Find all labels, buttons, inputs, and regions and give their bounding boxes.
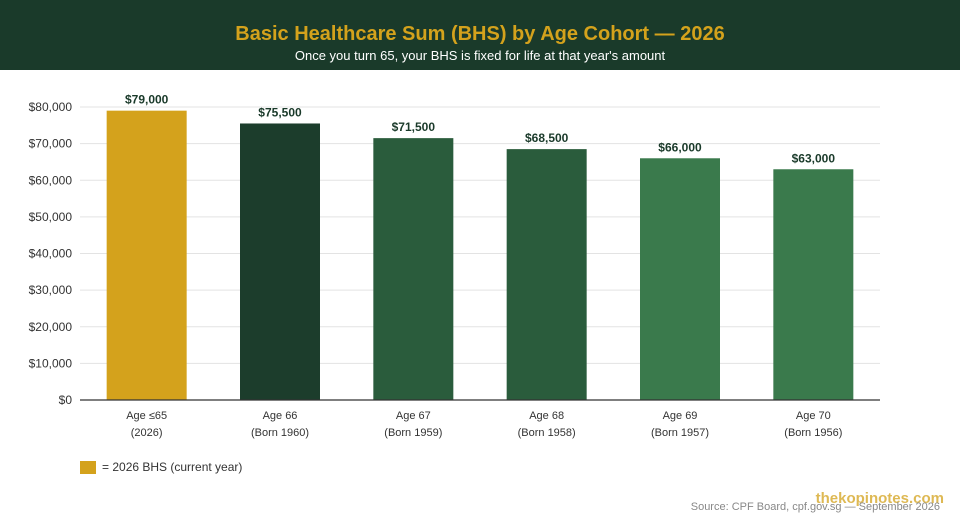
bar <box>373 138 454 400</box>
x-tick-label: Age 69 <box>663 410 698 422</box>
y-tick-label: $50,000 <box>29 210 73 224</box>
x-tick-label: (Born 1956) <box>784 427 842 439</box>
bar <box>106 110 187 400</box>
bar <box>240 123 320 400</box>
x-tick-label: Age 67 <box>396 410 431 422</box>
y-tick-label: $0 <box>59 393 73 407</box>
x-tick-label: (Born 1957) <box>651 427 709 439</box>
bar-value-label: $68,500 <box>525 131 569 145</box>
chart-header: Basic Healthcare Sum (BHS) by Age Cohort… <box>0 0 960 70</box>
bar-value-label: $75,500 <box>258 105 302 119</box>
y-axis-tick-labels: $0 $10,000 $20,000 $30,000 $40,000 $50,000 $60… <box>29 100 73 407</box>
chart-title: Basic Healthcare Sum (BHS) by Age Cohort… <box>235 23 725 45</box>
bar-value-label: $79,000 <box>125 93 169 107</box>
y-tick-label: $20,000 <box>29 320 73 334</box>
bar-chart: $0 $10,000 $20,000 $30,000 $40,000 $50,000 $60… <box>29 93 880 439</box>
y-tick-label: $80,000 <box>29 100 73 114</box>
bar <box>506 149 587 400</box>
legend: = 2026 BHS (current year) <box>80 460 242 474</box>
watermark: thekopinotes.com <box>815 490 944 507</box>
x-tick-label: Age 66 <box>263 410 298 422</box>
x-axis-tick-labels: Age ≤65 (2026) Age 66 (Born 1960) Age 67 (Bor… <box>126 410 842 439</box>
x-tick-label: Age ≤65 <box>126 410 167 422</box>
y-tick-label: $40,000 <box>29 247 73 261</box>
y-tick-label: $70,000 <box>29 137 73 151</box>
bar-value-label: $63,000 <box>792 151 836 165</box>
y-tick-label: $30,000 <box>29 283 73 297</box>
legend-label: = 2026 BHS (current year) <box>102 460 243 474</box>
bar <box>773 169 854 400</box>
bar-value-label: $66,000 <box>658 140 702 154</box>
y-tick-label: $60,000 <box>29 173 73 187</box>
bars <box>106 110 854 400</box>
x-tick-label: Age 70 <box>796 410 831 422</box>
chart-subtitle: Once you turn 65, your BHS is fixed for … <box>294 48 666 63</box>
gridlines <box>80 106 880 364</box>
y-tick-label: $10,000 <box>29 356 73 370</box>
bar-value-label: $71,500 <box>392 120 436 134</box>
bar <box>640 158 720 400</box>
x-tick-label: (2026) <box>131 427 163 439</box>
x-tick-label: (Born 1958) <box>518 427 576 439</box>
x-tick-label: Age 68 <box>529 410 564 422</box>
legend-swatch <box>80 460 96 474</box>
source-note: Source: CPF Board, cpf.gov.sg — Septembe… <box>690 501 940 513</box>
x-tick-label: (Born 1960) <box>251 427 309 439</box>
bar-value-labels: $79,000 $75,500 $71,500 $68,500 $66,000 $63,0… <box>125 93 835 166</box>
x-tick-label: (Born 1959) <box>384 427 442 439</box>
